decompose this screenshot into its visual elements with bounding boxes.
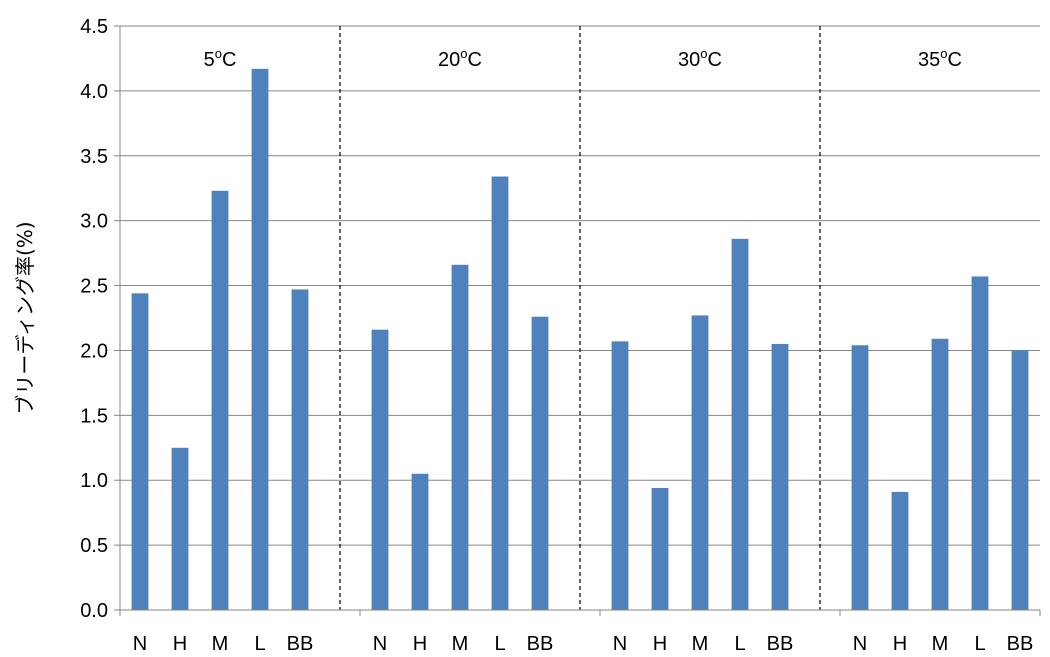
group-label: 20oC xyxy=(438,46,482,71)
bar-0-m xyxy=(211,190,229,610)
y-tick-label: 0.0 xyxy=(80,600,108,622)
bar-0-h xyxy=(171,447,189,610)
y-tick-label: 4.0 xyxy=(80,81,108,103)
bar-2-l xyxy=(731,238,749,610)
bar-2-m xyxy=(691,315,709,610)
group-label-degree: o xyxy=(460,46,467,61)
bar-3-n xyxy=(851,345,869,610)
x-category-label: L xyxy=(494,633,505,655)
group-label-unit: C xyxy=(708,49,722,71)
bar-3-bb xyxy=(1011,350,1029,610)
x-category-label: N xyxy=(373,633,387,655)
x-category-label: H xyxy=(653,633,667,655)
bar-3-m xyxy=(931,338,949,610)
y-axis-title: ブリーディング率(%) xyxy=(13,221,37,414)
group-dividers xyxy=(339,26,821,610)
y-tick-label: 2.0 xyxy=(80,340,108,362)
x-category-label: BB xyxy=(287,633,314,655)
bar-0-l xyxy=(251,68,269,611)
group-label-degree: o xyxy=(215,46,222,61)
x-category-label: BB xyxy=(767,633,794,655)
x-category-label: M xyxy=(932,633,949,655)
y-tick-label: 1.0 xyxy=(80,470,108,492)
y-tick-label: 2.5 xyxy=(80,276,108,298)
x-category-label: N xyxy=(133,633,147,655)
bar-1-m xyxy=(451,264,469,610)
group-label: 5oC xyxy=(204,46,237,71)
x-category-label: L xyxy=(254,633,265,655)
x-category-label: M xyxy=(212,633,229,655)
y-tick-label: 1.5 xyxy=(80,405,108,427)
x-category-label: M xyxy=(452,633,469,655)
axes xyxy=(114,25,1041,616)
x-category-label: L xyxy=(734,633,745,655)
bar-1-l xyxy=(491,176,509,610)
bar-1-bb xyxy=(531,316,549,610)
y-tick-label: 0.5 xyxy=(80,535,108,557)
bar-2-n xyxy=(611,341,629,610)
x-category-label: H xyxy=(173,633,187,655)
group-label-degree: o xyxy=(940,46,947,61)
group-label-unit: C xyxy=(468,49,482,71)
x-category-label: L xyxy=(974,633,985,655)
bar-0-bb xyxy=(291,289,309,610)
y-tick-label: 3.0 xyxy=(80,211,108,233)
y-tick-label: 4.5 xyxy=(80,16,108,38)
x-category-label: BB xyxy=(1007,633,1034,655)
y-tick-label: 3.5 xyxy=(80,146,108,168)
group-label-degree: o xyxy=(700,46,707,61)
group-label-unit: C xyxy=(948,49,962,71)
group-label-value: 30 xyxy=(678,49,700,71)
bar-1-h xyxy=(411,473,429,610)
x-category-label: N xyxy=(853,633,867,655)
x-category-label: H xyxy=(893,633,907,655)
group-label-value: 35 xyxy=(918,49,940,71)
bar-2-bb xyxy=(771,343,789,610)
labels: 0.00.51.01.52.02.53.03.54.04.5N H M L BB5oCN… xyxy=(80,16,1033,655)
group-label-unit: C xyxy=(222,49,236,71)
group-label: 35oC xyxy=(918,46,962,71)
bars xyxy=(131,68,1029,611)
x-category-label: N xyxy=(613,633,627,655)
x-category-label: H xyxy=(413,633,427,655)
bar-1-n xyxy=(371,329,389,610)
x-category-label: M xyxy=(692,633,709,655)
bar-3-l xyxy=(971,276,989,610)
bar-2-h xyxy=(651,488,669,610)
group-label-value: 20 xyxy=(438,49,460,71)
bar-3-h xyxy=(891,491,909,610)
x-category-label: BB xyxy=(527,633,554,655)
bar-0-n xyxy=(131,293,149,610)
group-label: 30oC xyxy=(678,46,722,71)
group-label-value: 5 xyxy=(204,49,215,71)
